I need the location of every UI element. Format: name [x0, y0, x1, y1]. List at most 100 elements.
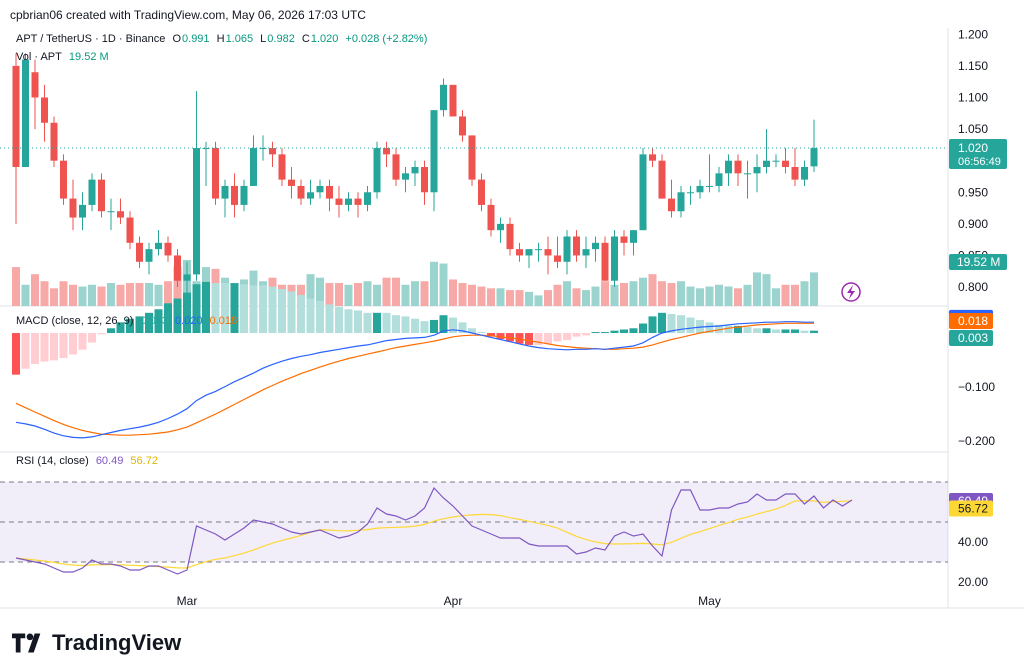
macd-histogram-bar — [734, 325, 742, 334]
volume-bar — [534, 295, 543, 306]
volume-bar — [772, 288, 780, 306]
macd-histogram-bar — [582, 333, 590, 336]
volume-bar — [50, 288, 58, 306]
rsi-line — [15, 486, 853, 575]
open-value: 0.991 — [182, 33, 210, 45]
volume-bar — [610, 284, 619, 306]
macd-tick-label: −0.100 — [958, 380, 995, 394]
macd-histogram-bar — [230, 283, 239, 334]
macd-histogram-bar — [278, 289, 286, 334]
candle-body — [696, 185, 704, 193]
volume-bar — [544, 290, 552, 306]
candle-body — [468, 135, 476, 180]
volume-bar — [639, 277, 647, 306]
candle-body — [725, 160, 732, 174]
macd-histogram-bar — [572, 333, 581, 337]
candle-body — [449, 84, 457, 117]
macd-histogram-bar — [686, 317, 695, 334]
price-tick-label: 1.050 — [958, 122, 988, 136]
macd-histogram-bar — [648, 316, 657, 334]
macd-histogram-bar — [78, 333, 87, 350]
macd-histogram-bar — [810, 330, 818, 334]
time-tick-label: Mar — [177, 594, 198, 608]
candle-body — [288, 179, 295, 186]
candle-body — [582, 249, 590, 256]
volume-bar — [420, 281, 429, 306]
macd-histogram-bar — [772, 329, 780, 334]
candle-body — [202, 148, 210, 150]
low-value: 0.982 — [267, 33, 295, 45]
volume-bar — [591, 286, 600, 306]
rsi-label[interactable]: RSI (14, close) — [16, 455, 89, 467]
candle-body — [326, 185, 333, 199]
candle-body — [516, 249, 523, 256]
candle-body — [639, 154, 647, 231]
volume-bar — [477, 286, 486, 306]
volume-bar — [373, 284, 381, 306]
price-tick-label: 0.800 — [958, 280, 988, 294]
candle-body — [79, 204, 86, 218]
volume-bar — [411, 281, 419, 306]
macd-histogram-bar — [202, 281, 210, 334]
rsi-ma-badge — [949, 500, 993, 517]
high-value: 1.065 — [225, 33, 254, 45]
candle-body — [544, 249, 552, 256]
macd-histogram-bar — [382, 312, 391, 334]
macd-histogram-bar — [31, 333, 39, 364]
volume-bar — [506, 290, 514, 306]
macd-histogram-bar — [211, 283, 220, 334]
macd-histogram-bar — [12, 333, 20, 375]
close-value: 1.020 — [310, 33, 339, 45]
candle-body — [183, 274, 191, 281]
macd-histogram-bar — [781, 329, 790, 334]
macd-hist-value: 0.003 — [140, 315, 168, 327]
macd-histogram-bar — [629, 328, 638, 334]
tradingview-logo[interactable]: TradingView — [12, 630, 181, 656]
candle-body — [554, 255, 561, 262]
macd-histogram-bar — [325, 304, 334, 334]
lightning-icon-glyph — [847, 285, 855, 299]
candle-body — [440, 84, 447, 111]
volume-label[interactable]: Vol · APT — [16, 51, 62, 63]
candle-body — [231, 185, 238, 205]
macd-histogram-bar — [192, 284, 201, 334]
candle-body — [421, 167, 428, 193]
candle-body — [145, 249, 153, 262]
macd-label[interactable]: MACD (close, 12, 26, 9) — [16, 315, 134, 327]
macd-histogram-bar — [496, 333, 505, 339]
volume-bar — [743, 284, 752, 306]
macd-histogram-bar — [762, 328, 771, 334]
candle-body — [221, 185, 229, 199]
macd-histogram-bar — [658, 312, 666, 334]
macd-histogram-bar — [21, 333, 30, 369]
candle-body — [107, 211, 115, 213]
candle-body — [487, 204, 495, 231]
volume-bar — [154, 284, 163, 306]
macd-histogram-bar — [743, 327, 752, 334]
symbol-title[interactable]: APT / TetherUS · 1D · Binance — [16, 33, 166, 45]
open-label: O — [172, 33, 182, 45]
rsi-ma-value: 56.72 — [130, 455, 158, 467]
macd-histogram-bar — [506, 333, 514, 342]
volume-bar — [164, 281, 172, 306]
candle-body — [573, 236, 580, 256]
candle-body — [174, 255, 181, 281]
volume-bar — [430, 261, 438, 306]
candle-body — [297, 185, 305, 199]
macd-histogram-bar — [316, 300, 324, 334]
macd-histogram-bar — [449, 317, 457, 334]
volume-value: 19.52 M — [68, 51, 109, 63]
volume-bar — [363, 281, 372, 306]
candle-body — [402, 173, 409, 180]
close-label: C — [301, 33, 310, 45]
time-tick-label: May — [698, 594, 721, 608]
candle-body — [117, 211, 124, 218]
volume-bar — [496, 288, 505, 306]
macd-line-value: 0.020 — [175, 315, 203, 327]
candle-body — [535, 249, 542, 251]
volume-bar — [487, 288, 495, 306]
candle-body — [250, 148, 257, 186]
change-value: +0.028 (+2.82%) — [345, 33, 428, 45]
macd-line — [15, 321, 814, 439]
